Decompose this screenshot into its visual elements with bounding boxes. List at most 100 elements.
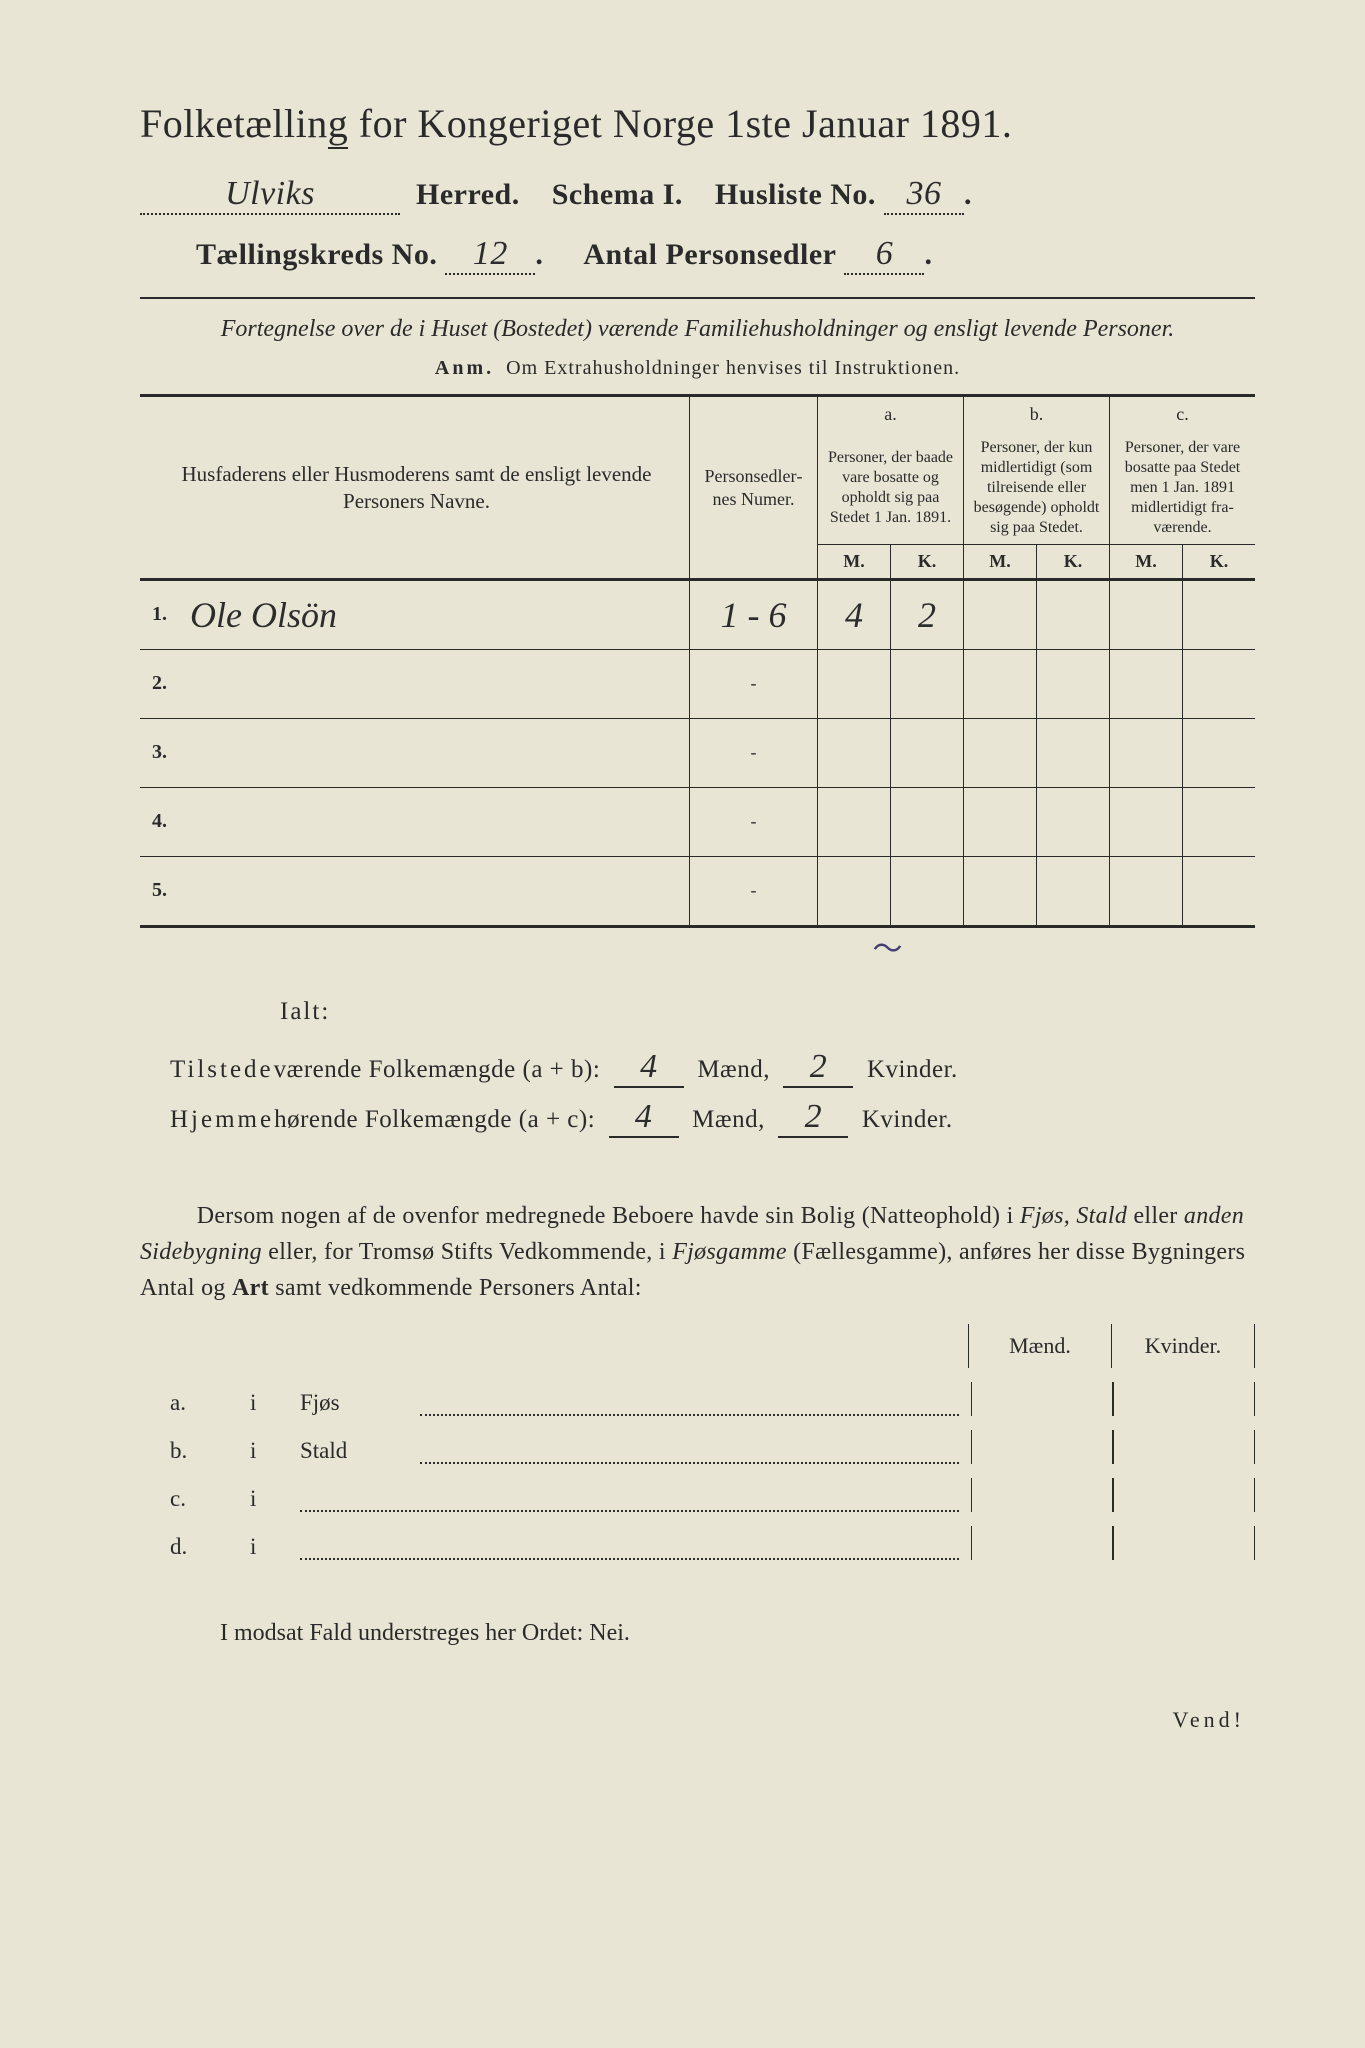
abcd-k-cell [1113,1526,1255,1560]
totals-block: Ialt: Tilstedeværende Folkemængde (a + b… [140,998,1255,1138]
row-num: 3. [140,718,186,787]
mk-header-box: Mænd. Kvinder. [140,1324,1255,1368]
kreds-label: Tællingskreds No. [196,238,437,271]
table-row: 4. - [140,787,1255,856]
mk-header-table: Mænd. Kvinder. [968,1324,1255,1368]
c-k-label: K. [1183,544,1256,579]
kreds-field: 12 [445,235,535,275]
row-num: 1. [140,579,186,649]
abcd-letter: b. [140,1438,250,1464]
antal-label: Antal Personsedler [583,238,836,271]
abcd-k-cell [1113,1430,1255,1464]
abcd-cells [971,1478,1255,1512]
col-a-letter: a. [818,396,964,432]
row-a-k: 2 [918,595,936,635]
mk-m-label: Mænd. [969,1324,1112,1368]
row-persed: - [690,856,818,926]
col-b-header: Personer, der kun midler­tidigt (som til… [964,432,1110,545]
household-table: Husfaderens eller Husmode­rens samt de e… [140,394,1255,928]
title-part-3: for Kongeriget Norge 1ste Januar 1891. [348,101,1012,146]
herred-field: Ulviks [140,175,400,215]
abcd-m-cell [971,1478,1113,1512]
abcd-k-cell [1113,1382,1255,1416]
anm-label: Anm. [435,357,494,379]
building-paragraph: Dersom nogen af de ovenfor medregnede Be… [140,1198,1255,1306]
row-num: 5. [140,856,186,926]
rule-1 [140,297,1255,299]
col-name-header: Husfaderens eller Husmode­rens samt de e… [140,396,690,580]
schema-label: Schema I. [552,178,683,211]
abcd-m-cell [971,1526,1113,1560]
row-persed: - [690,649,818,718]
abcd-m-cell [971,1382,1113,1416]
tilstede-line: Tilstedeværende Folkemængde (a + b): 4 M… [170,1048,1255,1088]
abcd-m-cell [971,1430,1113,1464]
row-name [186,718,690,787]
mk-k-label: Kvinder. [1112,1324,1255,1368]
row-c-m [1110,579,1183,649]
herred-value: Ulviks [225,175,315,213]
row-persed: - [690,718,818,787]
kreds-value: 12 [473,235,508,273]
husliste-label: Husliste No. [715,178,876,211]
abcd-letter: c. [140,1486,250,1512]
ialt-label: Ialt: [280,998,1255,1026]
hjemme-k: 2 [805,1098,823,1136]
abcd-name: Stald [300,1438,420,1464]
kvinder-label-2: Kvinder. [862,1106,953,1133]
abcd-dots [300,1535,959,1560]
antal-field: 6 [844,235,924,275]
abcd-cells [971,1430,1255,1464]
title-part-1: Folketællin [140,101,328,146]
b-m-label: M. [964,544,1037,579]
row-name [186,787,690,856]
c-m-label: M. [1110,544,1183,579]
anm-line: Anm. Om Extrahusholdninger henvises til … [140,357,1255,380]
tilstede-k-field: 2 [783,1048,853,1088]
abcd-cells [971,1382,1255,1416]
abcd-letter: a. [140,1390,250,1416]
abcd-row: d. i [140,1526,1255,1560]
husliste-field: 36 [884,175,964,215]
row-name [186,649,690,718]
abcd-i: i [250,1486,300,1512]
nei-line: I modsat Fald understreges her Ordet: Ne… [220,1620,1255,1647]
a-k-label: K. [891,544,964,579]
row-persed: - [690,787,818,856]
main-title: Folketælling for Kongeriget Norge 1ste J… [140,100,1255,147]
title-underlined-g: g [328,101,349,149]
kvinder-label-1: Kvinder. [867,1056,958,1083]
row-b-m [964,579,1037,649]
abcd-block: a. i Fjøs b. i Stald c. i [140,1382,1255,1560]
abcd-row: b. i Stald [140,1430,1255,1464]
intro-text: Fortegnelse over de i Huset (Bostedet) v… [150,313,1245,345]
abcd-i: i [250,1438,300,1464]
col-num-header: Person­sedler­nes Numer. [690,396,818,580]
row-num: 2. [140,649,186,718]
abcd-row: a. i Fjøs [140,1382,1255,1416]
abcd-dots [300,1487,959,1512]
flourish-mark: ～ [520,924,1255,968]
hjemme-k-field: 2 [778,1098,848,1138]
table-row: 1. Ole Olsön 1 - 6 4 2 [140,579,1255,649]
abcd-letter: d. [140,1534,250,1560]
tilstede-label-a: Tilstede [170,1056,274,1083]
col-b-letter: b. [964,396,1110,432]
col-a-header: Personer, der baade vare bo­satte og oph… [818,432,964,545]
antal-value: 6 [876,235,894,273]
abcd-cells [971,1526,1255,1560]
row-a-m: 4 [845,595,863,635]
husliste-value: 36 [906,175,941,213]
abcd-dots [420,1391,959,1416]
vend-label: Vend! [140,1707,1255,1733]
abcd-i: i [250,1390,300,1416]
maend-label-2: Mænd, [692,1106,765,1133]
row-num: 4. [140,787,186,856]
row-name [186,856,690,926]
abcd-dots [420,1439,959,1464]
row-persed: 1 - 6 [721,595,787,635]
b-k-label: K. [1037,544,1110,579]
abcd-row: c. i [140,1478,1255,1512]
anm-text: Om Extrahusholdninger henvises til Instr… [506,357,960,379]
row-name: Ole Olsön [190,595,337,635]
